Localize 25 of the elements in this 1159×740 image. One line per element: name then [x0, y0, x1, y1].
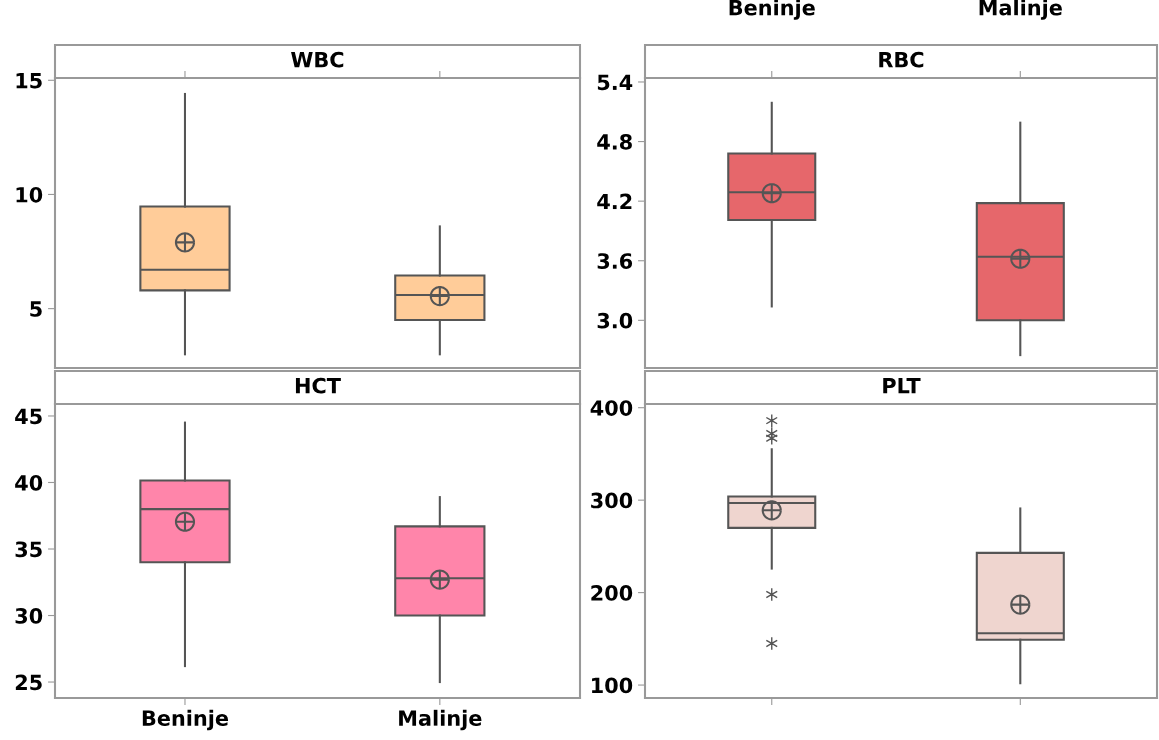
y-tick-label: 5.4: [597, 74, 633, 91]
y-tick-label: 300: [591, 492, 633, 509]
y-tick-label: 200: [591, 585, 633, 601]
y-tick-label: 25: [15, 674, 42, 691]
y-tick-label: 15: [16, 73, 42, 89]
y-tick-label: 5: [30, 301, 42, 317]
y-tick-label: 3.6: [597, 253, 633, 269]
y-tick-label: 35: [15, 541, 42, 558]
y-tick-label: 4.2: [597, 193, 632, 210]
chart-title: WBC: [291, 51, 344, 68]
y-tick-label: 4.8: [597, 134, 632, 150]
x-tick-label: Beninje: [729, 0, 815, 20]
chart-title: PLT: [883, 378, 921, 394]
chart-title: HCT: [295, 377, 341, 394]
x-tick-label: Malinje: [399, 709, 482, 731]
y-tick-label: 100: [592, 677, 633, 694]
y-tick-label: 45: [15, 408, 42, 425]
x-tick-label: Beninje: [142, 709, 229, 731]
y-tick-label: 30: [15, 607, 43, 624]
y-tick-label: 40: [15, 474, 43, 491]
x-tick-label: Malinje: [979, 0, 1062, 20]
chart-title: RBC: [879, 51, 924, 68]
y-tick-label: 400: [590, 400, 633, 416]
y-tick-label: 10: [16, 186, 43, 203]
y-tick-label: 3.0: [597, 312, 633, 329]
